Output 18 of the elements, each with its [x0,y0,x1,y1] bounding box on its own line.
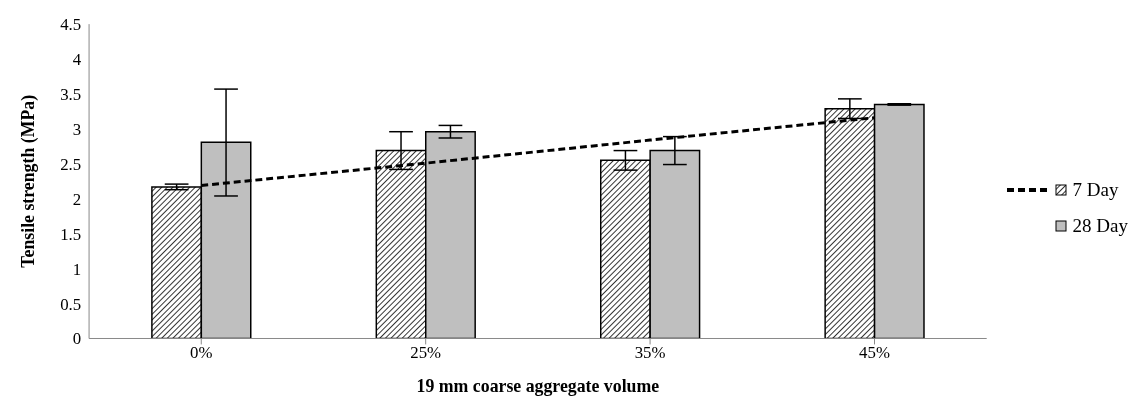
x-axis-title: 19 mm coarse aggregate volume [416,375,660,396]
y-tick-label: 0.5 [60,294,82,314]
y-tick-label: 4.5 [60,15,82,35]
y-tick-label: 3 [72,119,82,139]
y-tick-label: 4 [72,50,82,70]
legend-label: 7 Day [1072,179,1119,201]
x-tick-label: 25% [410,343,442,363]
y-axis-title: Tensile strength (MPa) [18,94,40,268]
y-tick-label: 2 [72,189,82,209]
x-tick-label: 35% [634,343,666,363]
y-tick-label: 1.5 [60,224,82,244]
y-tick-label: 1 [72,259,82,279]
y-tick-label: 2.5 [60,154,82,174]
y-tick-label: 0 [72,329,82,349]
x-tick-label: 45% [859,343,890,363]
y-tick-label: 3.5 [60,84,82,104]
x-tick-label: 0% [190,343,213,363]
legend-label: 28 Day [1072,215,1128,237]
